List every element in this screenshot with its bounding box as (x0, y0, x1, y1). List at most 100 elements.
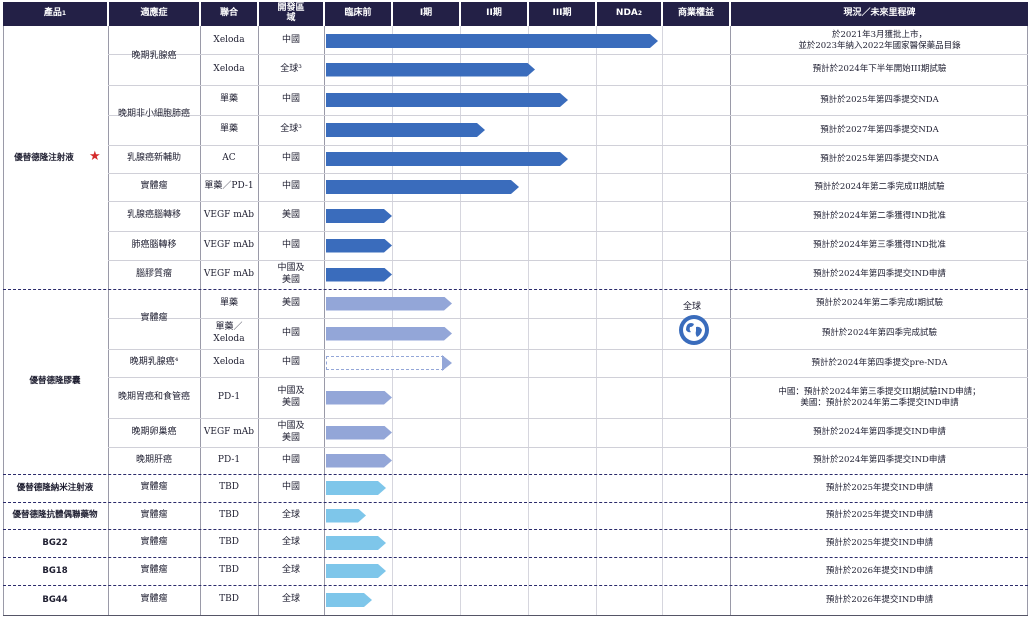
stage-bar (326, 481, 386, 495)
grid-vline (596, 26, 597, 615)
grid-hline (108, 115, 1028, 116)
indication-cell: 晚期乳腺癌 (131, 50, 177, 61)
region-cell: 中國 (281, 239, 300, 250)
stage-bar (326, 34, 658, 48)
stage-bar (326, 426, 392, 440)
combo-cell: VEGF mAb (203, 210, 255, 221)
combo-cell: Xeloda (213, 357, 245, 368)
status-cell: 預計於2027年第四季提交NDA (820, 124, 939, 135)
indication-cell: 晚期卵巢癌 (131, 426, 177, 437)
header-nda-label: NDA (615, 8, 638, 19)
grid-hline (108, 85, 1028, 86)
combo-cell: PD-1 (217, 391, 241, 402)
product-label-p7: BG44 (42, 594, 68, 605)
combo-cell: TBD (219, 509, 239, 520)
header-nda: NDA 2 (597, 2, 661, 26)
header-commercial: 商業權益 (663, 2, 729, 26)
grid-hline (108, 447, 1028, 448)
header-product: 產品 1 (3, 2, 107, 26)
grid-hline (108, 54, 1028, 55)
status-cell: 預計於2024年第四季提交pre-NDA (811, 357, 948, 368)
region-cell: 美國 (281, 210, 300, 221)
region-cell: 中國 (281, 454, 300, 465)
indication-cell: 實體瘤 (140, 509, 168, 520)
pipeline-table: 產品 1 適應症 聯合 開發區域 臨床前 I期 II期 III期 NDA 2 商業權… (3, 2, 1028, 616)
region-cell: 中國 (281, 357, 300, 368)
stage-bar (326, 180, 519, 194)
stage-bar (326, 509, 366, 523)
status-cell: 預計於2025年第四季提交NDA (820, 153, 939, 164)
grid-hline (3, 529, 1028, 530)
stage-bar (326, 239, 392, 253)
status-cell: 預計於2024年第三季獲得IND批准 (813, 240, 946, 251)
header-product-sup: 1 (61, 9, 67, 17)
grid-hline (3, 474, 1028, 475)
status-cell: 預計於2024年第四季完成試驗 (821, 328, 938, 339)
status-cell: 預計於2024年第二季完成I期試驗 (816, 298, 943, 309)
grid-vline (1027, 26, 1028, 615)
combo-cell: PD-1 (217, 454, 241, 465)
grid-hline (108, 201, 1028, 202)
region-cell: 中國及 美國 (277, 386, 305, 408)
region-cell: 中國 (281, 153, 300, 164)
indication-cell: 實體瘤 (140, 313, 168, 324)
grid-vline (324, 26, 325, 615)
grid-vline (108, 26, 109, 615)
star-icon: ★ (89, 149, 101, 164)
grid-hline (3, 289, 1028, 290)
grid-vline (392, 26, 393, 615)
combo-cell: Xeloda (213, 63, 245, 74)
combo-cell: TBD (219, 565, 239, 576)
indication-cell: 晚期肝癌 (135, 454, 172, 465)
indication-cell: 實體瘤 (140, 181, 168, 192)
product-label-p2: 優替德隆膠囊 (29, 375, 81, 386)
grid-hline (108, 173, 1028, 174)
combo-cell: TBD (219, 537, 239, 548)
combo-cell: AC (222, 153, 236, 164)
header-combo: 聯合 (201, 2, 257, 26)
header-phase1: I期 (393, 2, 459, 26)
stage-bar (326, 152, 568, 166)
status-cell: 預計於2024年第二季完成II期試驗 (814, 181, 945, 192)
grid-hline (3, 502, 1028, 503)
stage-bar (326, 564, 386, 578)
stage-bar (326, 93, 568, 107)
status-cell: 預計於2025年第四季提交NDA (820, 94, 939, 105)
indication-cell: 晚期非小細胞肺癌 (117, 109, 190, 120)
status-cell: 預計於2026年提交IND申請 (825, 594, 934, 605)
stage-bar (326, 209, 392, 223)
indication-cell: 乳腺癌腦轉移 (126, 210, 181, 221)
header-phase2: II期 (461, 2, 527, 26)
header-indication: 適應症 (109, 2, 199, 26)
indication-cell: 實體瘤 (140, 537, 168, 548)
status-cell: 預計於2024年第四季提交IND申請 (813, 427, 946, 438)
stage-bar (326, 536, 386, 550)
status-cell: 預計於2024年下半年開始III期試驗 (812, 64, 947, 75)
region-cell: 全球 (281, 509, 300, 520)
grid-hline (3, 615, 1028, 616)
combo-cell: Xeloda (213, 35, 245, 46)
grid-vline (3, 26, 4, 615)
header-phase3: III期 (529, 2, 595, 26)
grid-hline (3, 557, 1028, 558)
grid-vline (662, 26, 663, 615)
indication-cell: 肺癌腦轉移 (131, 239, 177, 250)
combo-cell: 單藥／PD-1 (204, 181, 254, 192)
grid-hline (108, 231, 1028, 232)
indication-cell: 乳腺癌新輔助 (126, 153, 181, 164)
header-preclinical: 臨床前 (325, 2, 391, 26)
status-cell: 預計於2024年第二季獲得IND批准 (813, 210, 946, 221)
grid-hline (108, 418, 1028, 419)
header-product-label: 產品 (43, 8, 62, 19)
stage-bar (326, 327, 452, 341)
grid-hline (108, 145, 1028, 146)
stage-bar (326, 63, 535, 77)
status-cell: 預計於2024年第四季提交IND申請 (813, 455, 946, 466)
grid-hline (108, 349, 1028, 350)
region-cell: 中國 (281, 482, 300, 493)
combo-cell: 單藥 (219, 297, 238, 308)
region-cell: 全球 (281, 537, 300, 548)
stage-bar-tip (442, 355, 452, 371)
grid-vline (730, 26, 731, 615)
stage-bar (326, 454, 392, 468)
